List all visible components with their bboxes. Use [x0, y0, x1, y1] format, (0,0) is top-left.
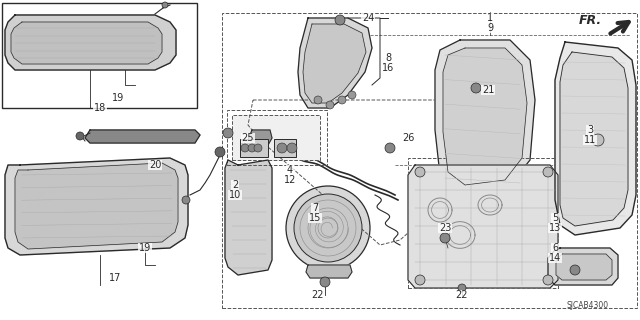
- Circle shape: [314, 96, 322, 104]
- Text: 13: 13: [549, 223, 561, 233]
- Text: 26: 26: [402, 133, 414, 143]
- Text: 19: 19: [139, 243, 151, 253]
- Polygon shape: [225, 160, 272, 275]
- Circle shape: [348, 91, 356, 99]
- Circle shape: [286, 186, 370, 270]
- Text: 8: 8: [385, 53, 391, 63]
- Text: 21: 21: [482, 85, 494, 95]
- Circle shape: [223, 128, 233, 138]
- Polygon shape: [560, 52, 628, 226]
- Text: 17: 17: [109, 273, 121, 283]
- Text: 19: 19: [112, 93, 124, 103]
- Polygon shape: [5, 158, 188, 255]
- Circle shape: [338, 96, 346, 104]
- Text: 5: 5: [552, 213, 558, 223]
- Text: SJCAB4300: SJCAB4300: [567, 301, 609, 310]
- Text: 2: 2: [232, 180, 238, 190]
- Polygon shape: [443, 48, 527, 185]
- Circle shape: [570, 265, 580, 275]
- FancyBboxPatch shape: [240, 139, 268, 157]
- Bar: [227, 110, 327, 165]
- Circle shape: [592, 134, 604, 146]
- Polygon shape: [248, 130, 272, 148]
- Polygon shape: [555, 42, 636, 235]
- Circle shape: [254, 144, 262, 152]
- Text: FR.: FR.: [579, 13, 602, 27]
- Circle shape: [320, 277, 330, 287]
- Polygon shape: [435, 40, 535, 190]
- Circle shape: [415, 167, 425, 177]
- Text: 25: 25: [242, 133, 254, 143]
- Circle shape: [326, 101, 334, 109]
- Polygon shape: [5, 15, 176, 70]
- Polygon shape: [556, 254, 612, 280]
- Text: 14: 14: [549, 253, 561, 263]
- Polygon shape: [15, 163, 178, 249]
- Text: 18: 18: [94, 103, 106, 113]
- Circle shape: [471, 83, 481, 93]
- Bar: [222, 13, 637, 308]
- Bar: [2, 3, 197, 108]
- Text: 10: 10: [229, 190, 241, 200]
- Circle shape: [182, 196, 190, 204]
- Polygon shape: [548, 248, 618, 285]
- Circle shape: [543, 275, 553, 285]
- Polygon shape: [306, 265, 352, 278]
- Circle shape: [162, 2, 168, 8]
- Polygon shape: [85, 130, 200, 143]
- Text: 23: 23: [439, 223, 451, 233]
- Text: 15: 15: [309, 213, 321, 223]
- Text: 6: 6: [552, 243, 558, 253]
- Text: 22: 22: [312, 290, 324, 300]
- Polygon shape: [303, 24, 366, 103]
- Text: 16: 16: [382, 63, 394, 73]
- Circle shape: [385, 143, 395, 153]
- Bar: [408, 158, 558, 288]
- Circle shape: [277, 143, 287, 153]
- Circle shape: [76, 132, 84, 140]
- Circle shape: [215, 147, 225, 157]
- Polygon shape: [298, 18, 372, 108]
- Circle shape: [248, 144, 256, 152]
- Circle shape: [335, 15, 345, 25]
- Text: 9: 9: [487, 23, 493, 33]
- Text: 4: 4: [287, 165, 293, 175]
- Text: 12: 12: [284, 175, 296, 185]
- Circle shape: [543, 167, 553, 177]
- Circle shape: [458, 284, 466, 292]
- FancyBboxPatch shape: [274, 139, 296, 157]
- Bar: [232, 115, 320, 160]
- Text: 1: 1: [487, 13, 493, 23]
- Polygon shape: [11, 22, 162, 64]
- Text: 20: 20: [149, 160, 161, 170]
- Text: 24: 24: [362, 13, 374, 23]
- Circle shape: [440, 233, 450, 243]
- Circle shape: [294, 194, 362, 262]
- Circle shape: [241, 144, 249, 152]
- Text: 3: 3: [587, 125, 593, 135]
- Circle shape: [287, 143, 297, 153]
- Text: 22: 22: [456, 290, 468, 300]
- Text: 7: 7: [312, 203, 318, 213]
- Text: 11: 11: [584, 135, 596, 145]
- Circle shape: [415, 275, 425, 285]
- Polygon shape: [408, 165, 558, 288]
